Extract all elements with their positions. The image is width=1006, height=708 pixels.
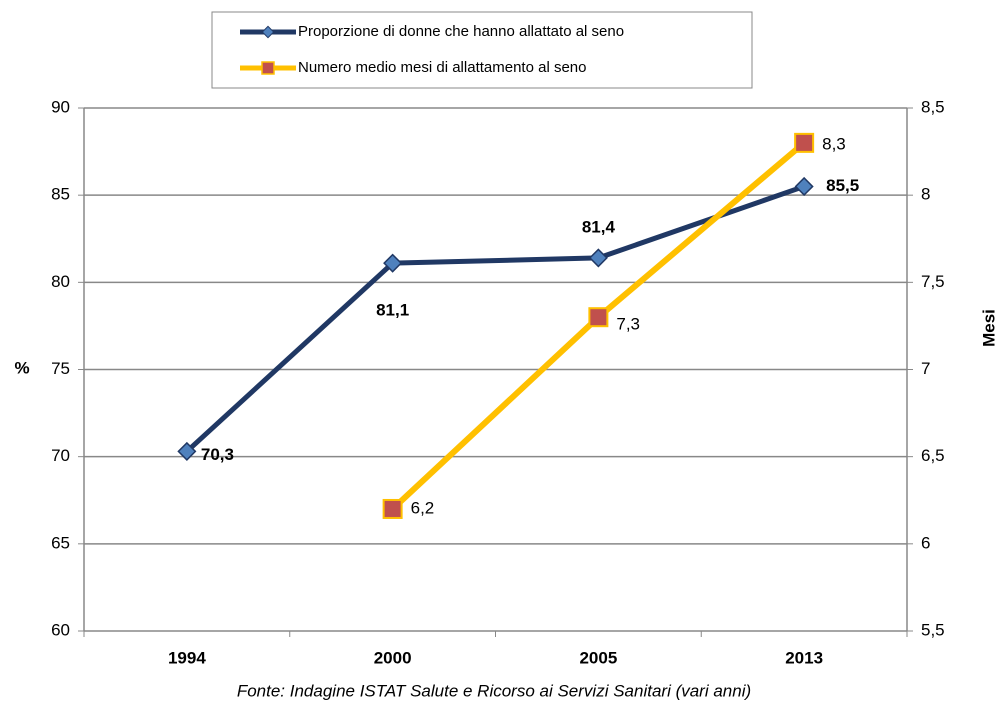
- marker: [588, 307, 609, 328]
- y-tick-label: 65: [51, 533, 70, 552]
- data-label: 8,3: [822, 134, 846, 153]
- x-tick-label: 2005: [579, 648, 617, 667]
- x-tick-label: 2000: [374, 648, 412, 667]
- marker: [177, 441, 197, 461]
- y-tick-label: 80: [51, 272, 70, 291]
- series-line: [185, 184, 805, 454]
- legend-label: Proporzione di donne che hanno allattato…: [298, 23, 624, 40]
- legend-label: Numero medio mesi di allattamento al sen…: [298, 59, 586, 76]
- y2-tick-label: 5,5: [921, 620, 945, 639]
- data-label: 85,5: [826, 176, 859, 195]
- data-label: 7,3: [616, 315, 640, 334]
- y2-tick-label: 7: [921, 359, 930, 378]
- y2-tick-label: 6: [921, 533, 930, 552]
- y2-tick-label: 8: [921, 185, 930, 204]
- marker: [588, 248, 608, 268]
- data-label: 81,4: [582, 217, 616, 236]
- marker: [794, 132, 815, 153]
- legend-marker: [261, 25, 275, 39]
- y-axis-label: %: [14, 358, 29, 377]
- y-tick-label: 60: [51, 620, 70, 639]
- y2-tick-label: 6,5: [921, 446, 945, 465]
- marker: [383, 253, 403, 273]
- y-tick-label: 70: [51, 446, 70, 465]
- marker: [382, 498, 403, 519]
- data-label: 70,3: [201, 445, 234, 464]
- y-tick-label: 90: [51, 97, 70, 116]
- data-label: 81,1: [376, 301, 409, 320]
- y2-axis-label: Mesi: [979, 309, 998, 347]
- data-label: 6,2: [411, 498, 435, 517]
- legend-box: [211, 11, 753, 89]
- y-tick-label: 85: [51, 185, 70, 204]
- x-tick-label: 1994: [168, 648, 206, 667]
- marker: [794, 176, 814, 196]
- source-note: Fonte: Indagine ISTAT Salute e Ricorso a…: [237, 681, 751, 700]
- y2-tick-label: 8,5: [921, 97, 945, 116]
- y2-tick-label: 7,5: [921, 272, 945, 291]
- legend-marker: [261, 61, 275, 75]
- x-tick-label: 2013: [785, 648, 823, 667]
- y-tick-label: 75: [51, 359, 70, 378]
